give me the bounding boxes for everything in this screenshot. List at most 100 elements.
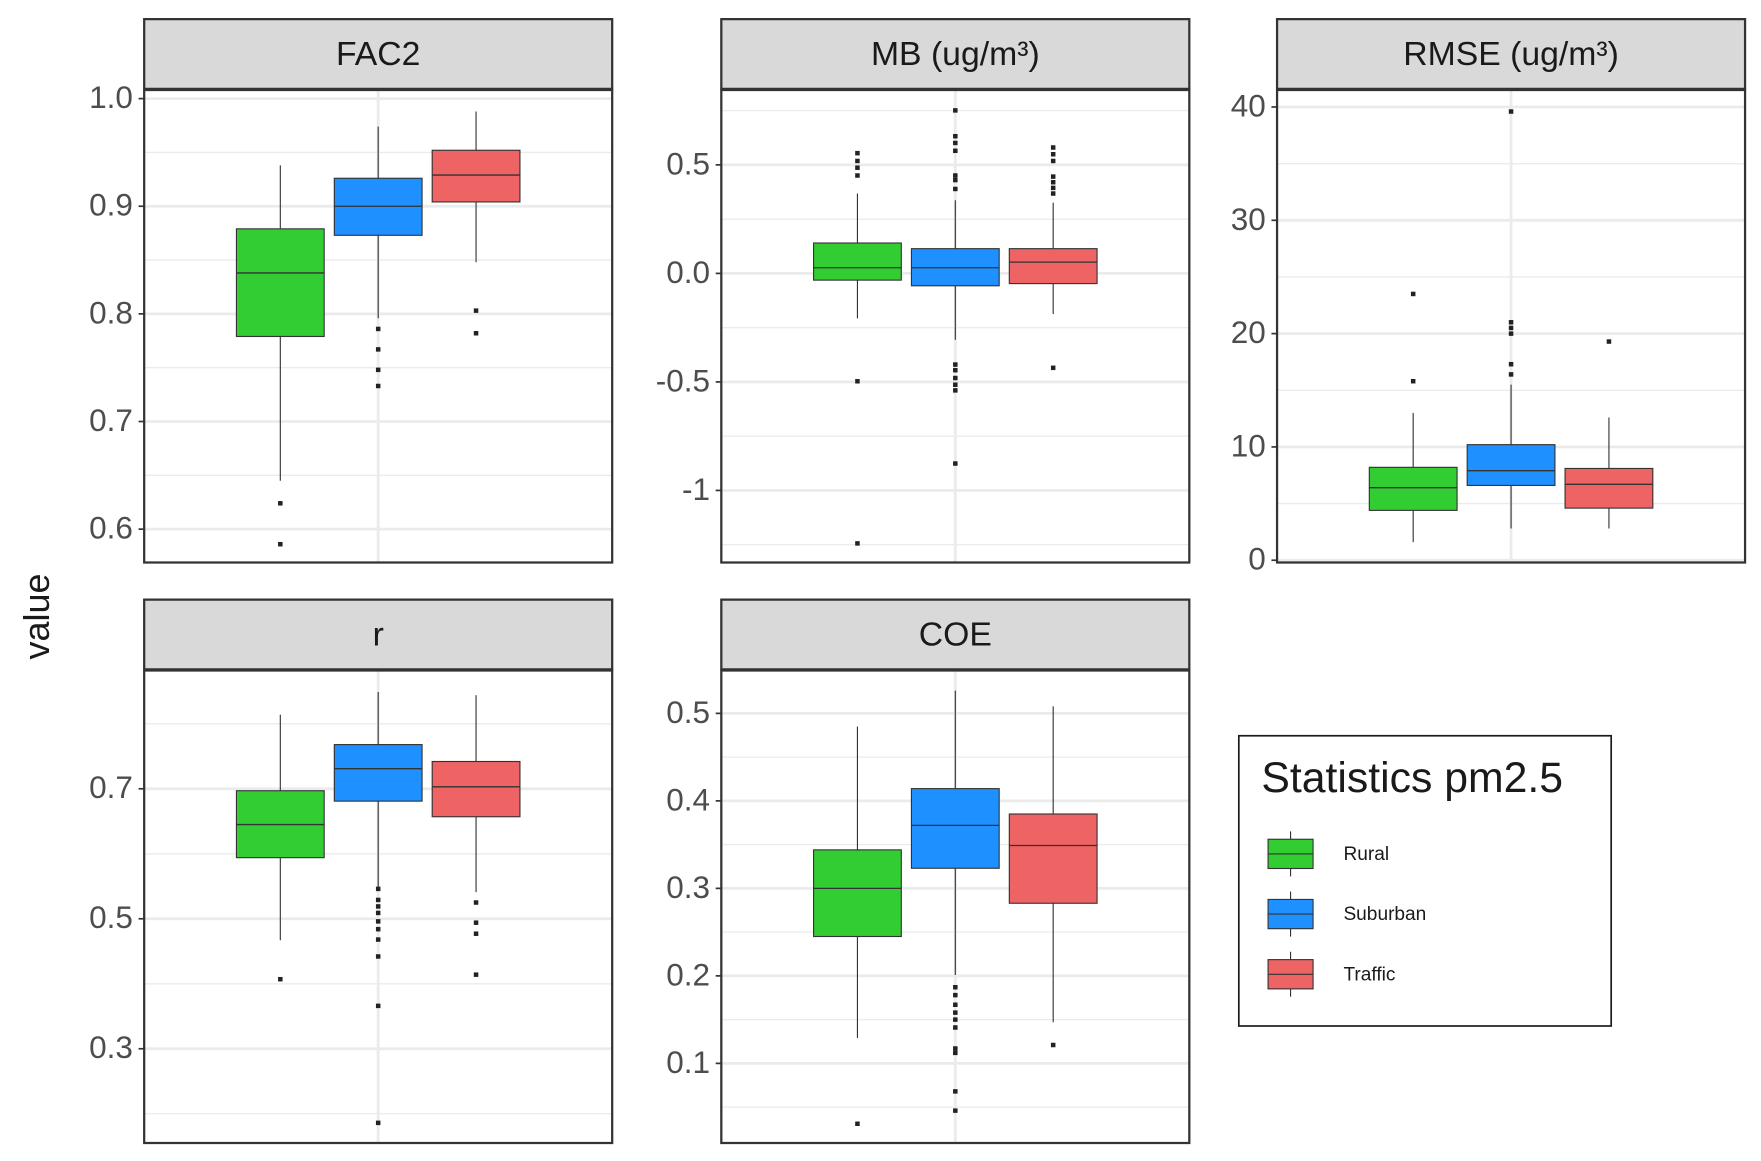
- y-tick-label: 1.0: [89, 79, 133, 115]
- y-tick-label: 0.3: [666, 869, 710, 905]
- outlier: [1606, 339, 1612, 344]
- outlier: [953, 375, 958, 381]
- outlier: [1050, 191, 1056, 196]
- outlier: [1050, 158, 1056, 164]
- outlier: [473, 330, 479, 336]
- strip-title: MB (ug/m³): [871, 35, 1040, 73]
- strip: [720, 598, 1191, 671]
- outlier: [855, 379, 860, 384]
- outlier: [1050, 179, 1056, 185]
- panel-border: [143, 669, 614, 1145]
- outlier: [278, 541, 283, 547]
- outlier: [1050, 145, 1056, 150]
- outlier: [473, 920, 479, 925]
- outlier: [855, 1121, 860, 1126]
- y-tick-label: 0.1: [666, 1044, 710, 1080]
- outlier: [953, 985, 958, 990]
- outlier: [375, 383, 381, 389]
- outlier: [375, 347, 381, 352]
- y-tick-label: -1: [682, 471, 710, 507]
- outlier: [1410, 291, 1416, 297]
- panel-border: [1275, 88, 1747, 564]
- box: [1368, 466, 1458, 511]
- panel-border: [720, 88, 1191, 564]
- y-tick-label: 0.3: [89, 1029, 133, 1065]
- outlier: [953, 367, 958, 373]
- outlier: [953, 1046, 958, 1051]
- y-tick-label: 40: [1231, 87, 1266, 123]
- outlier: [1508, 320, 1514, 325]
- outlier: [953, 1089, 958, 1094]
- outlier: [953, 362, 958, 367]
- outlier: [855, 541, 860, 546]
- y-tick-label: -0.5: [656, 362, 710, 398]
- outlier: [375, 367, 381, 373]
- outlier: [1050, 174, 1056, 179]
- outlier: [278, 976, 283, 982]
- y-tick-label: 0.5: [666, 145, 710, 181]
- outlier: [375, 326, 381, 332]
- box: [1564, 467, 1654, 509]
- y-tick-label: 0.9: [89, 187, 133, 223]
- y-tick-label: 0.7: [89, 402, 133, 438]
- outlier: [953, 177, 958, 183]
- outlier: [375, 1003, 381, 1009]
- legend-title: Statistics pm2.5: [1261, 754, 1563, 802]
- box: [1008, 248, 1098, 285]
- outlier: [953, 148, 958, 154]
- outlier: [1508, 361, 1514, 367]
- y-tick-label: 0.4: [666, 781, 710, 817]
- strip-title: FAC2: [336, 35, 420, 73]
- outlier: [375, 937, 381, 942]
- outlier: [1508, 331, 1514, 336]
- y-tick-label: 20: [1231, 314, 1266, 350]
- outlier: [1050, 151, 1056, 157]
- outlier: [953, 1050, 958, 1056]
- outlier: [1508, 325, 1514, 331]
- outlier: [1050, 185, 1056, 191]
- outlier: [855, 173, 860, 178]
- outlier: [375, 926, 381, 932]
- panel-border: [143, 88, 614, 564]
- outlier: [953, 1108, 958, 1113]
- outlier: [1508, 372, 1514, 377]
- box: [1466, 444, 1556, 487]
- outlier: [473, 931, 479, 936]
- y-tick-label: 0.5: [666, 694, 710, 730]
- strip-title: r: [373, 616, 384, 654]
- outlier: [953, 992, 958, 998]
- outlier: [1050, 1042, 1056, 1048]
- y-tick-label: 10: [1231, 427, 1266, 463]
- outlier: [375, 919, 381, 924]
- strip: [720, 18, 1191, 90]
- legend-label: Suburban: [1343, 904, 1426, 925]
- legend-label: Rural: [1343, 844, 1389, 865]
- outlier: [375, 897, 381, 903]
- outlier: [953, 140, 958, 146]
- outlier: [953, 1002, 958, 1007]
- y-tick-label: 0.5: [89, 899, 133, 935]
- strip-title: COE: [919, 616, 992, 654]
- y-tick-label: 0: [1248, 541, 1266, 577]
- outlier: [953, 173, 958, 178]
- outlier: [375, 954, 381, 959]
- strip-title: RMSE (ug/m³): [1403, 35, 1619, 73]
- y-axis-label: value: [16, 573, 57, 659]
- box: [1008, 813, 1098, 904]
- outlier: [953, 382, 958, 387]
- outlier: [953, 388, 958, 393]
- y-tick-label: 0.2: [666, 956, 710, 992]
- strip: [143, 598, 614, 671]
- legend-label: Traffic: [1343, 964, 1395, 985]
- box: [910, 788, 1000, 869]
- outlier: [953, 1017, 958, 1022]
- outlier: [1508, 109, 1514, 114]
- outlier: [473, 900, 479, 905]
- box: [333, 744, 423, 802]
- outlier: [473, 972, 479, 977]
- box: [235, 228, 325, 338]
- box: [431, 760, 521, 818]
- outlier: [855, 165, 860, 170]
- strip: [143, 18, 614, 90]
